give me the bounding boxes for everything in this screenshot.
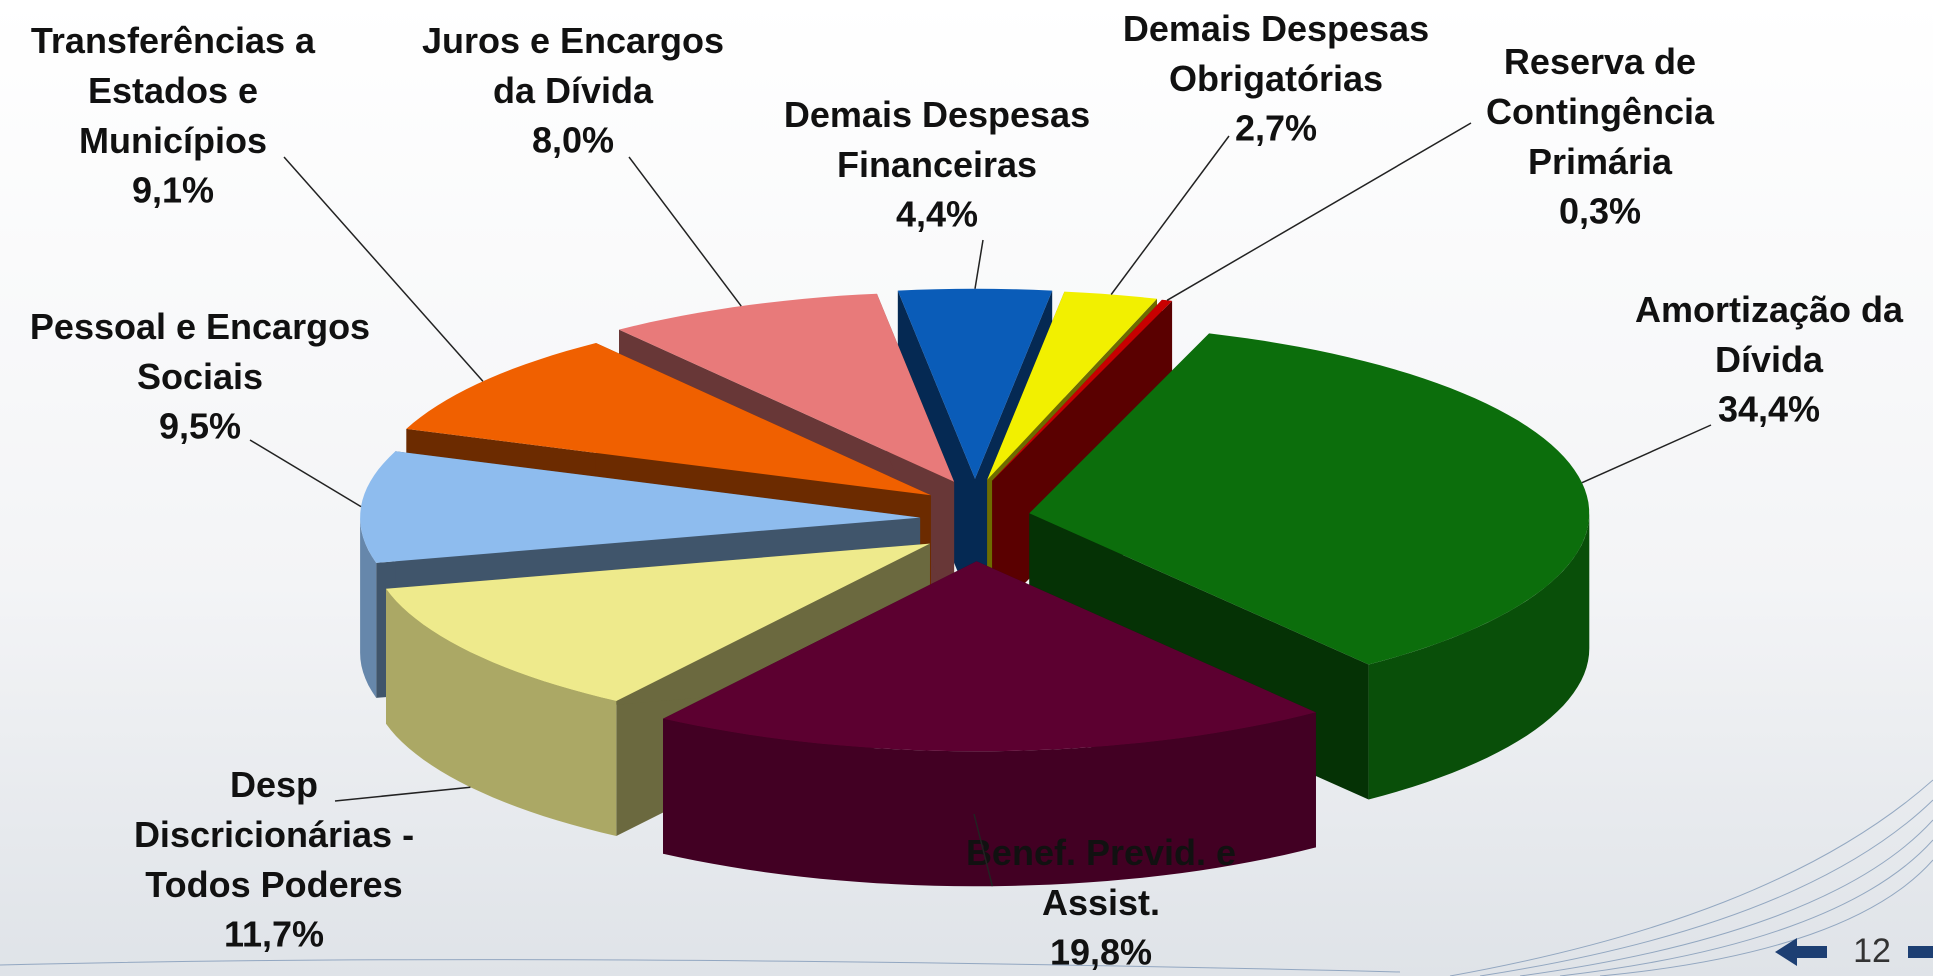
- label-line: Amortização da: [1635, 289, 1904, 330]
- label-line: Benef. Previd. e: [966, 832, 1236, 873]
- value-label: 11,7%: [224, 914, 324, 955]
- leader-line: [1581, 424, 1712, 484]
- slice: [992, 299, 1173, 481]
- label-line: Transferências a: [31, 20, 316, 61]
- label-line: Obrigatórias: [1169, 58, 1383, 99]
- label-line: Financeiras: [837, 144, 1037, 185]
- category-label: Demais Despesas Obrigatórias: [1123, 8, 1429, 99]
- value-label: 34,4%: [1718, 389, 1820, 430]
- label-line: Pessoal e Encargos: [30, 306, 370, 347]
- value-label: 2,7%: [1235, 108, 1317, 149]
- category-label: Juros e Encargos da Dívida: [422, 20, 724, 111]
- leader-line: [334, 786, 471, 802]
- category-label: Transferências a Estados e Municípios: [31, 20, 316, 161]
- value-label: 9,1%: [132, 170, 214, 211]
- label-line: Assist.: [1042, 882, 1160, 923]
- leader-line: [283, 156, 484, 382]
- page-number: 12: [1853, 932, 1891, 970]
- slice: [360, 451, 921, 563]
- prev-arrow[interactable]: [1775, 938, 1827, 966]
- label-line: Primária: [1528, 141, 1673, 182]
- value-label: 0,3%: [1559, 191, 1641, 232]
- label-line: Demais Despesas: [1123, 8, 1429, 49]
- leader-line: [1166, 122, 1472, 301]
- value-label: 19,8%: [1050, 932, 1152, 973]
- slice-side: [1368, 513, 1590, 800]
- value-label: 9,5%: [159, 406, 241, 447]
- labels: Demais Despesas Financeiras 4,4% Demais Des…: [30, 8, 1904, 973]
- leader-line: [628, 156, 742, 307]
- label-line: Reserva de: [1504, 41, 1696, 82]
- slice: [897, 288, 1053, 479]
- label-line: Discricionárias -: [134, 814, 414, 855]
- label-line: Dívida: [1715, 339, 1824, 380]
- label-line: Municípios: [79, 120, 267, 161]
- pie: [360, 288, 1590, 887]
- leader-line: [973, 813, 994, 887]
- decoration: [0, 779, 1933, 976]
- leader-line: [1110, 135, 1230, 295]
- slice: [987, 291, 1157, 480]
- value-label: 8,0%: [532, 120, 614, 161]
- category-label: Demais Despesas Financeiras: [784, 94, 1090, 185]
- category-label: Reserva de Contingência Primária: [1486, 41, 1715, 182]
- label-line: Juros e Encargos: [422, 20, 724, 61]
- label-line: Demais Despesas: [784, 94, 1090, 135]
- slice: [386, 543, 930, 701]
- leader-line: [249, 439, 362, 508]
- slice: [1029, 333, 1590, 665]
- label-line: Contingência: [1486, 91, 1715, 132]
- slice: [619, 293, 955, 482]
- next-arrow[interactable]: [1908, 946, 1933, 958]
- category-label: Amortização da Dívida: [1635, 289, 1904, 380]
- label-line: da Dívida: [493, 70, 654, 111]
- slice: [406, 343, 931, 496]
- category-label: Pessoal e Encargos Sociais: [30, 306, 370, 397]
- label-line: Estados e: [88, 70, 258, 111]
- category-label: Benef. Previd. e Assist.: [966, 832, 1236, 923]
- slice-side: [386, 588, 617, 836]
- slice: [663, 561, 1316, 752]
- label-line: Desp: [230, 764, 318, 805]
- label-line: Sociais: [137, 356, 263, 397]
- slice-side: [663, 712, 1316, 887]
- slice-side: [360, 517, 377, 698]
- value-label: 4,4%: [896, 194, 978, 235]
- label-line: Todos Poderes: [145, 864, 402, 905]
- category-label: Desp Discricionárias - Todos Poderes: [134, 764, 414, 905]
- leader-line: [974, 239, 984, 289]
